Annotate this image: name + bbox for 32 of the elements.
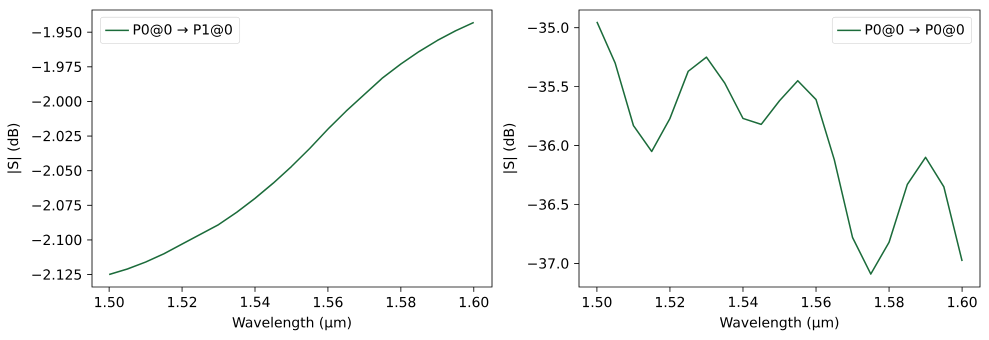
- x-tick-label: 1.58: [875, 296, 904, 308]
- y-axis-title: |S| (dB): [7, 124, 22, 173]
- y-tick-label: −1.950: [32, 26, 82, 38]
- x-tick-label: 1.56: [802, 296, 831, 308]
- x-tick-label: 1.50: [95, 296, 124, 308]
- x-tick-label: 1.52: [656, 296, 684, 308]
- line-series: [596, 21, 963, 275]
- y-tick-label: −2.050: [32, 165, 82, 176]
- y-tick-label: −2.000: [32, 96, 82, 107]
- y-tick-label: −35.0: [528, 22, 568, 33]
- y-tick-label: −36.5: [528, 199, 568, 210]
- y-tick-label: −35.5: [528, 81, 568, 92]
- legend-label: P0@0 → P0@0: [866, 24, 964, 37]
- x-axis-title: Wavelength (µm): [232, 316, 351, 330]
- y-tick-label: −2.125: [32, 269, 82, 280]
- y-axis-title: |S| (dB): [503, 124, 518, 173]
- x-axis-title: Wavelength (µm): [720, 316, 838, 330]
- y-tick-label: −2.100: [32, 234, 82, 246]
- y-tick-label: −2.025: [32, 130, 82, 142]
- y-tick-label: −1.975: [32, 62, 82, 72]
- x-tick-label: 1.60: [948, 296, 977, 308]
- x-tick-label: 1.58: [386, 296, 416, 308]
- legend-label: P0@0 → P1@0: [134, 24, 232, 37]
- x-tick-label: 1.54: [241, 296, 270, 308]
- x-tick-label: 1.50: [582, 296, 612, 308]
- x-tick-label: 1.56: [314, 296, 343, 308]
- x-tick-label: 1.54: [729, 296, 758, 308]
- x-tick-label: 1.52: [168, 296, 196, 308]
- x-tick-label: 1.60: [460, 296, 488, 308]
- y-tick-label: −2.075: [32, 200, 82, 211]
- y-tick-label: −36.0: [528, 140, 568, 151]
- y-tick-label: −37.0: [528, 258, 568, 269]
